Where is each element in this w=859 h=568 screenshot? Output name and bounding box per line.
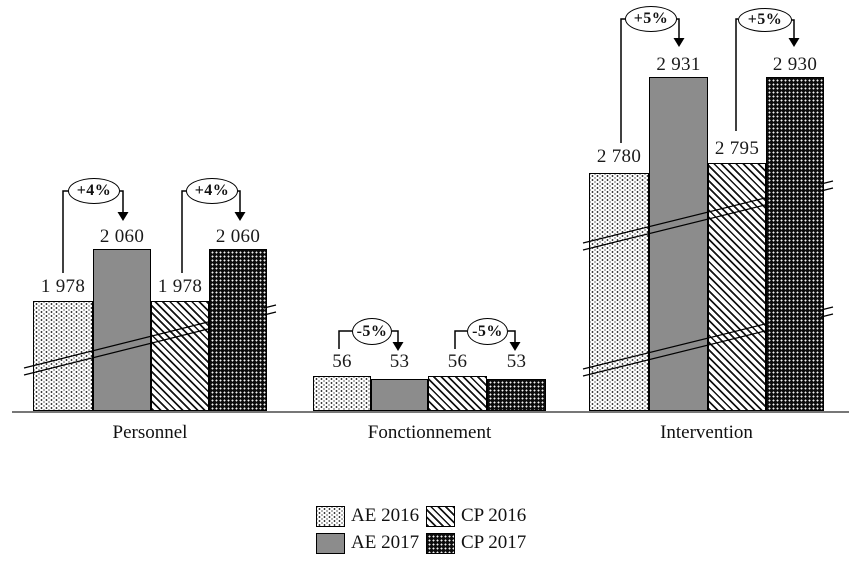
value-label: 1 978 (40, 276, 86, 297)
percent-callout: +5% (625, 6, 677, 32)
bar-fonctionnement-cp2016 (428, 376, 487, 411)
value-label: 53 (506, 351, 527, 372)
value-label: 56 (332, 351, 352, 372)
value-label: 2 780 (596, 146, 642, 167)
bar-personnel-cp2016 (151, 301, 209, 411)
bracket-line (454, 330, 467, 349)
bar-personnel-cp2017 (209, 249, 267, 411)
value-label: 2 931 (656, 54, 701, 75)
percent-callout: +4% (186, 178, 238, 204)
value-label: 2 060 (99, 226, 145, 247)
bar-fonctionnement-ae2017 (371, 379, 428, 411)
percent-callout: -5% (467, 318, 508, 345)
arrow-shaft (392, 330, 399, 343)
legend-item-ae2017: AE 2017 (316, 532, 419, 554)
bar-intervention-ae2017 (649, 77, 708, 411)
legend-label: AE 2017 (351, 532, 420, 553)
legend-item-cp2017: CP 2017 (426, 532, 526, 554)
bracket-line (181, 190, 186, 273)
legend-item-ae2016: AE 2016 (316, 505, 419, 527)
down-arrow-icon (673, 38, 685, 47)
legend-label: CP 2016 (461, 505, 527, 526)
legend-item-cp2016: CP 2016 (426, 505, 526, 527)
category-label-personnel: Personnel (112, 422, 188, 443)
percent-callout: -5% (352, 318, 392, 345)
bar-personnel-ae2016 (33, 301, 93, 411)
bar-personnel-ae2017 (93, 249, 151, 411)
value-label: 56 (447, 351, 468, 372)
legend-swatch-diagonal-hatch (426, 505, 455, 527)
value-label: 2 795 (714, 138, 760, 159)
down-arrow-icon (392, 342, 404, 351)
legend-swatch-dark-dots (426, 532, 455, 554)
legend-swatch-solid-gray (316, 532, 345, 554)
bar-intervention-cp2016 (708, 163, 766, 411)
down-arrow-icon (509, 342, 521, 351)
down-arrow-icon (234, 212, 246, 221)
arrow-shaft (238, 190, 241, 213)
arrow-shaft (677, 18, 680, 39)
legend-label: AE 2016 (351, 505, 420, 526)
bar-intervention-ae2016 (589, 173, 649, 411)
value-label: 1 978 (157, 276, 203, 297)
category-label-intervention: Intervention (660, 422, 753, 443)
legend-swatch-light-dots (316, 505, 345, 527)
down-arrow-icon (117, 212, 129, 221)
bar-fonctionnement-ae2016 (313, 376, 371, 411)
down-arrow-icon (788, 38, 800, 47)
category-label-fonctionnement: Fonctionnement (367, 422, 492, 443)
bracket-line (735, 18, 738, 131)
legend-label: CP 2017 (461, 532, 527, 553)
value-label: 53 (389, 351, 410, 372)
arrow-shaft (792, 19, 795, 39)
arrow-shaft (508, 330, 516, 343)
percent-callout: +5% (738, 8, 792, 32)
arrow-shaft (120, 190, 124, 213)
value-label: 2 930 (772, 54, 818, 75)
x-axis-line (12, 411, 849, 413)
bar-fonctionnement-cp2017 (487, 379, 546, 411)
bar-intervention-cp2017 (766, 77, 824, 411)
percent-callout: +4% (68, 178, 120, 204)
bracket-line (62, 190, 68, 273)
bracket-line (338, 330, 352, 349)
bracket-line (620, 18, 625, 143)
value-label: 2 060 (215, 226, 261, 247)
